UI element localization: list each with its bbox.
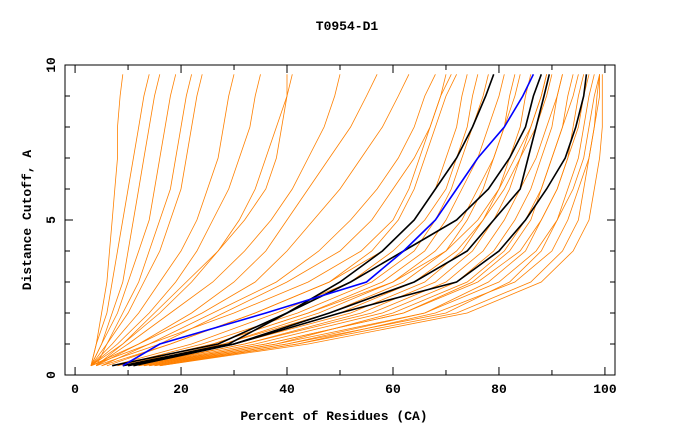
- series-line-other: [138, 74, 547, 367]
- series-line-other: [95, 74, 192, 366]
- series-line-other: [128, 74, 553, 367]
- series-line-other: [90, 74, 235, 366]
- series-line-other: [117, 74, 547, 367]
- x-tick-label: 0: [71, 382, 79, 397]
- plot-frame: [64, 64, 616, 376]
- series-line-other: [159, 74, 600, 367]
- series-line-highlight: [133, 74, 551, 367]
- series-line-other: [90, 74, 436, 367]
- series-line-other: [143, 74, 574, 367]
- series-line-other: [90, 74, 161, 366]
- series-line-other: [138, 74, 563, 367]
- series-line-other: [154, 74, 600, 367]
- series-line-other: [96, 74, 410, 367]
- series-line-other: [133, 74, 532, 367]
- series-line-other: [149, 74, 585, 367]
- series-line-other: [90, 74, 261, 367]
- series-line-selected: [122, 73, 535, 367]
- y-tick-label: 5: [44, 216, 59, 224]
- series-line-highlight: [122, 74, 543, 367]
- x-tick-label: 100: [593, 382, 617, 397]
- series-line-other: [96, 74, 341, 367]
- x-tick-label: 40: [279, 382, 295, 397]
- y-tick-label: 10: [44, 57, 59, 73]
- x-tick-label: 60: [385, 382, 401, 397]
- curves: [90, 73, 603, 367]
- series-line-other: [90, 74, 150, 366]
- series-line-other: [122, 74, 521, 367]
- axes: 0 20 40 60 80 100 0 5 10: [44, 57, 617, 397]
- series-line-other: [154, 74, 595, 367]
- series-line-highlight: [112, 74, 495, 367]
- series-line-highlight: [127, 74, 588, 367]
- x-tick-label: 20: [173, 382, 189, 397]
- series-line-other: [101, 74, 447, 367]
- series-line-other: [90, 74, 288, 367]
- series-line-other: [96, 74, 293, 367]
- y-tick-label: 0: [44, 371, 59, 379]
- chart-title: T0954-D1: [316, 19, 379, 34]
- x-tick-label: 80: [491, 382, 507, 397]
- series-line-other: [149, 74, 600, 367]
- series-line-other: [90, 74, 203, 366]
- series-line-other: [133, 74, 563, 367]
- x-axis-label: Percent of Residues (CA): [240, 409, 427, 424]
- series-line-other: [159, 74, 603, 367]
- series-line-other: [112, 74, 479, 367]
- series-line-other: [90, 74, 177, 366]
- series-line-other: [128, 74, 516, 367]
- y-axis-label: Distance Cutoff, A: [20, 150, 35, 291]
- series-line-other: [90, 74, 124, 366]
- series-line-other: [90, 74, 378, 367]
